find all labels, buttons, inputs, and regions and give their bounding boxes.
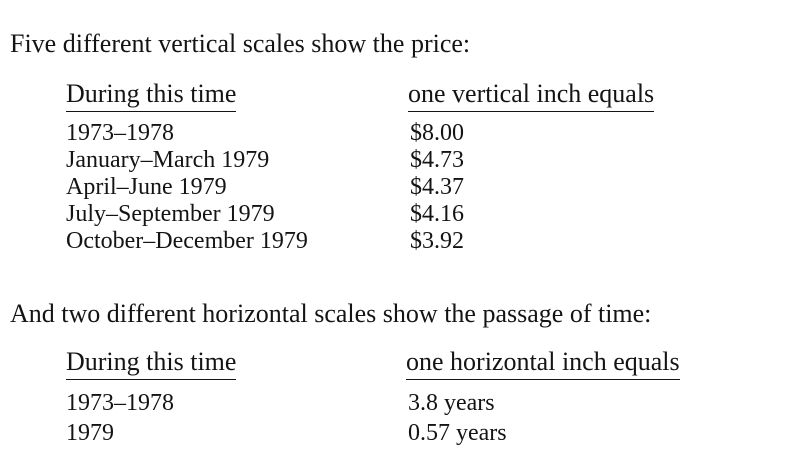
horizontal-scales-intro: And two different horizontal scales show… <box>10 299 652 328</box>
vertical-scales-intro: Five different vertical scales show the … <box>10 29 471 58</box>
table-row: 1979 0.57 years <box>66 418 716 448</box>
table-row: January–March 1979 $4.73 <box>66 147 716 174</box>
period-cell: July–September 1979 <box>66 201 275 227</box>
table-row: July–September 1979 $4.16 <box>66 201 716 228</box>
value-cell: $4.16 <box>410 201 464 227</box>
value-cell: 3.8 years <box>408 390 495 416</box>
period-cell: 1979 <box>66 420 114 446</box>
value-cell: $3.92 <box>410 228 464 254</box>
period-cell: October–December 1979 <box>66 228 308 254</box>
value-cell: $4.37 <box>410 174 464 200</box>
horizontal-table-rows: 1973–1978 3.8 years 1979 0.57 years <box>66 388 716 448</box>
value-cell: 0.57 years <box>408 420 507 446</box>
horizontal-table-period-header: During this time <box>66 347 237 380</box>
period-cell: April–June 1979 <box>66 174 227 200</box>
vertical-table-rows: 1973–1978 $8.00 January–March 1979 $4.73… <box>66 120 716 255</box>
horizontal-table-value-header: one horizontal inch equals <box>406 347 680 380</box>
period-cell: January–March 1979 <box>66 147 270 173</box>
period-cell: 1973–1978 <box>66 120 174 146</box>
table-row: April–June 1979 $4.37 <box>66 174 716 201</box>
value-cell: $8.00 <box>410 120 464 146</box>
vertical-table-period-header: During this time <box>66 79 237 112</box>
table-row: 1973–1978 3.8 years <box>66 388 716 418</box>
value-cell: $4.73 <box>410 147 464 173</box>
table-row: October–December 1979 $3.92 <box>66 228 716 255</box>
table-row: 1973–1978 $8.00 <box>66 120 716 147</box>
vertical-table-value-header: one vertical inch equals <box>408 79 655 112</box>
period-cell: 1973–1978 <box>66 390 174 416</box>
